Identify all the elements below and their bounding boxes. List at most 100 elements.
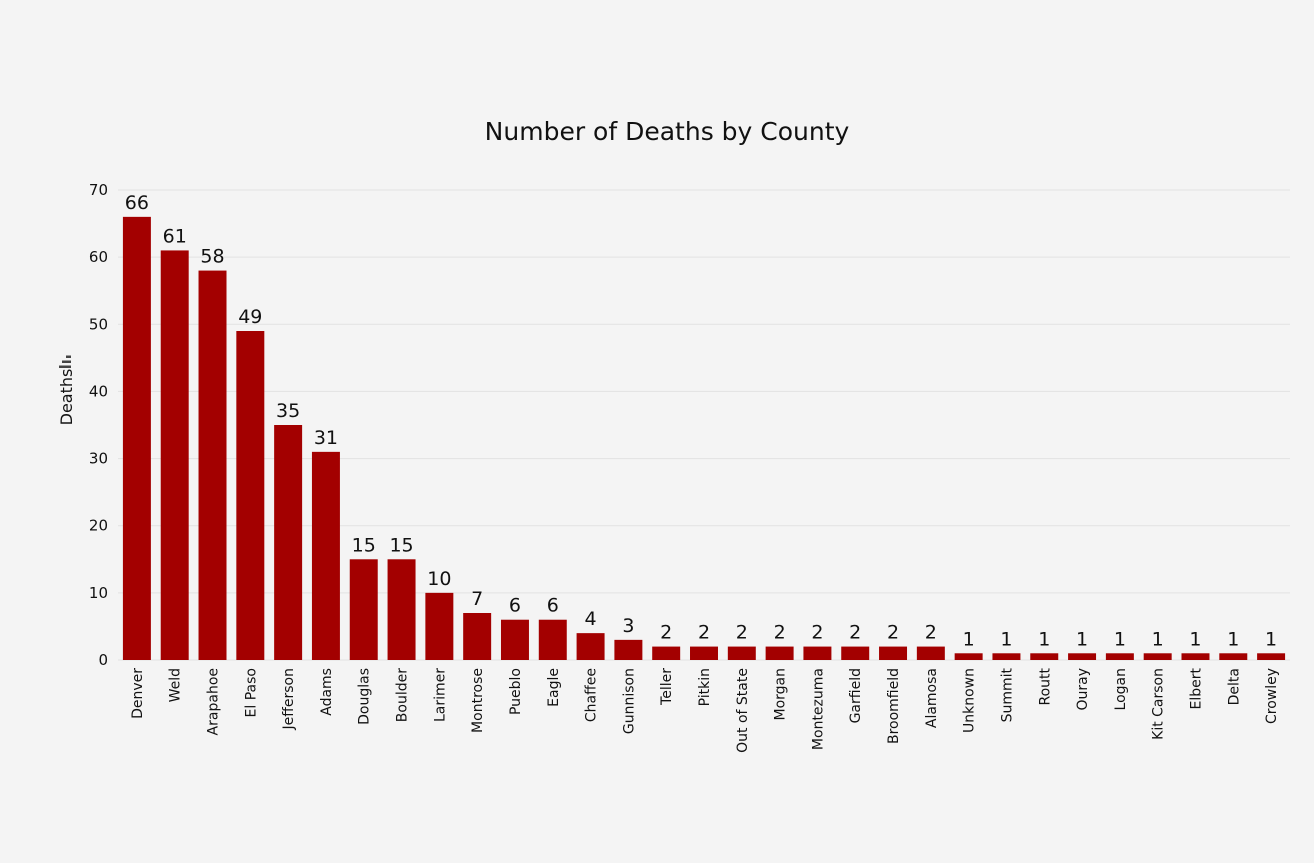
data-label: 2 [736, 622, 748, 644]
y-tick-label: 30 [89, 450, 108, 468]
y-tick-label: 10 [89, 584, 108, 602]
data-label: 2 [774, 622, 786, 644]
x-tick-label: Pueblo [508, 668, 524, 715]
y-tick-label: 50 [89, 315, 108, 333]
x-tick-label: Out of State [735, 668, 751, 753]
data-label: 61 [163, 225, 187, 247]
bar[interactable] [765, 646, 794, 660]
bar[interactable] [1181, 653, 1210, 660]
bar[interactable] [1143, 653, 1172, 660]
data-label: 15 [389, 534, 413, 556]
bar[interactable] [1219, 653, 1248, 660]
x-tick-label: Adams [319, 668, 335, 716]
bar[interactable] [387, 559, 416, 660]
y-tick-label: 60 [89, 248, 108, 266]
bar[interactable] [463, 613, 492, 660]
x-tick-label: Morgan [773, 668, 789, 721]
bar[interactable] [274, 425, 303, 660]
x-tick-label: El Paso [243, 668, 259, 717]
y-tick-label: 20 [89, 517, 108, 535]
data-label: 10 [427, 568, 451, 590]
bar[interactable] [198, 270, 227, 660]
y-axis-ticks: 0 10 20 30 40 50 60 70 [89, 181, 108, 669]
x-tick-label: Summit [999, 667, 1015, 722]
data-label: 7 [471, 588, 483, 610]
data-label: 2 [925, 622, 937, 644]
bars [122, 216, 1286, 660]
bar[interactable] [652, 646, 681, 660]
data-label: 66 [125, 192, 149, 214]
x-tick-label: Jefferson [281, 668, 297, 731]
y-tick-label: 40 [89, 382, 108, 400]
data-label: 6 [547, 595, 559, 617]
data-label: 2 [698, 622, 710, 644]
data-label: 2 [849, 622, 861, 644]
y-tick-label: 0 [98, 651, 108, 669]
x-tick-label: Elbert [1188, 667, 1204, 709]
bar[interactable] [311, 451, 340, 660]
x-tick-label: Boulder [395, 668, 411, 722]
data-label: 4 [585, 608, 597, 630]
data-label: 3 [622, 615, 634, 637]
bar[interactable] [690, 646, 718, 660]
bar[interactable] [236, 331, 265, 660]
x-axis-labels: Denver Weld Arapahoe El Paso Jefferson Adams D… [130, 667, 1280, 752]
x-tick-label: Weld [168, 668, 184, 702]
data-label: 1 [1189, 628, 1201, 650]
x-tick-label: Logan [1113, 668, 1129, 710]
bar[interactable] [1030, 653, 1059, 660]
x-tick-label: Unknown [962, 668, 978, 733]
bar[interactable] [122, 216, 151, 660]
x-tick-label: Arapahoe [206, 668, 222, 735]
x-tick-label: Broomfield [886, 668, 902, 744]
data-label: 6 [509, 595, 521, 617]
x-tick-label: Larimer [432, 668, 448, 722]
bar[interactable] [500, 619, 529, 660]
bar[interactable] [1105, 653, 1134, 660]
bar[interactable] [1068, 653, 1097, 660]
x-tick-label: Eagle [546, 668, 562, 707]
y-axis-title-group[interactable]: Deaths [57, 355, 76, 426]
bar[interactable] [727, 646, 756, 660]
x-tick-label: Delta [1226, 668, 1242, 705]
bar[interactable] [841, 646, 870, 660]
data-label: 2 [660, 622, 672, 644]
sort-icon[interactable] [59, 355, 71, 369]
bar[interactable] [425, 592, 454, 660]
x-tick-label: Garfield [848, 668, 864, 723]
bar[interactable] [992, 653, 1021, 660]
data-label: 35 [276, 400, 300, 422]
data-label: 1 [1152, 628, 1164, 650]
bar[interactable] [576, 633, 605, 660]
bar[interactable] [538, 619, 567, 660]
data-label: 1 [1265, 628, 1277, 650]
data-label: 1 [963, 628, 975, 650]
bar[interactable] [349, 559, 378, 660]
bar[interactable] [916, 646, 945, 660]
data-label: 15 [352, 534, 376, 556]
bar[interactable] [614, 639, 643, 660]
x-tick-label: Ouray [1075, 668, 1091, 711]
bar[interactable] [879, 646, 908, 660]
data-label: 58 [200, 246, 224, 268]
x-tick-label: Teller [659, 668, 675, 706]
x-tick-label: Crowley [1264, 668, 1280, 724]
x-tick-label: Chaffee [584, 668, 600, 722]
bar[interactable] [954, 653, 983, 660]
chart-title: Number of Deaths by County [485, 117, 850, 146]
data-label: 31 [314, 427, 338, 449]
x-tick-label: Montezuma [810, 668, 826, 750]
x-tick-label: Routt [1037, 667, 1053, 705]
bar[interactable] [160, 250, 189, 660]
data-label: 1 [1114, 628, 1126, 650]
bar[interactable] [1257, 653, 1286, 660]
x-tick-label: Pitkin [697, 668, 713, 706]
x-tick-label: Denver [130, 668, 146, 719]
data-label: 1 [1038, 628, 1050, 650]
bar[interactable] [803, 646, 832, 660]
y-axis-title: Deaths [57, 369, 76, 426]
x-tick-label: Kit Carson [1151, 668, 1167, 740]
